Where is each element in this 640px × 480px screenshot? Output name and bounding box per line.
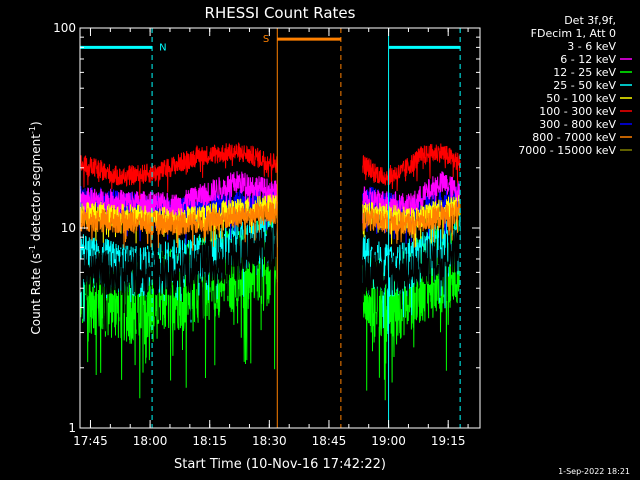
legend-entry-label: 3 - 6 keV: [567, 40, 616, 53]
series-800-7000-keV-segment-2: [362, 200, 461, 248]
series-12-25-keV-segment-1: [79, 216, 278, 399]
legend-entry-label: 25 - 50 keV: [553, 79, 616, 92]
x-tick-label: 18:30: [252, 434, 287, 448]
legend-entry-label: 6 - 12 keV: [560, 53, 616, 66]
legend-entry-label: 800 - 7000 keV: [532, 131, 616, 144]
series-3-6-keV-segment-2: [362, 226, 461, 327]
legend-entry-label: 7000 - 15000 keV: [518, 144, 616, 157]
y-axis-label-sup1: -1: [28, 245, 37, 253]
y-axis-label-end: ): [29, 121, 43, 126]
x-tick-label: 17:45: [73, 434, 108, 448]
legend-entry-label: 12 - 25 keV: [553, 66, 616, 79]
legend-header: FDecim 1, Att 0: [531, 27, 616, 40]
x-tick-label: 18:15: [192, 434, 227, 448]
y-tick-label: 10: [61, 221, 76, 235]
series-100-300-keV-segment-2: [362, 143, 461, 192]
y-tick-label: 1: [68, 421, 76, 435]
y-axis-label-mid: detector segment: [29, 134, 43, 245]
legend-entry-label: 50 - 100 keV: [546, 92, 616, 105]
attenuator-label-night: N: [159, 42, 166, 53]
y-axis-label-main: Count Rate (s: [29, 253, 43, 335]
y-tick-label: 100: [53, 21, 76, 35]
y-axis-label: Count Rate (s-1 detector segment-1): [28, 121, 43, 334]
x-tick-label: 18:00: [133, 434, 168, 448]
legend-header: Det 3f,9f,: [564, 14, 616, 27]
series-100-300-keV-segment-1: [79, 142, 278, 200]
axis-layer: 17:45 18:00 18:15 18:30 18:45 19:00 19:15 1 10 10…: [53, 21, 480, 448]
series-800-7000-keV-segment-1: [79, 200, 278, 251]
timestamp: 1-Sep-2022 18:21: [558, 467, 630, 476]
chart-title: RHESSI Count Rates: [205, 4, 356, 22]
attenuator-label-saa: S: [263, 34, 269, 45]
x-tick-label: 18:45: [312, 434, 347, 448]
legend-entry-label: 100 - 300 keV: [539, 105, 616, 118]
series-3-6-keV-segment-1: [79, 225, 278, 332]
series-6-12-keV-segment-1: [79, 171, 278, 233]
data-layer: [79, 142, 461, 401]
y-axis-label-sup2: -1: [28, 126, 37, 134]
x-tick-label: 19:00: [371, 434, 406, 448]
x-axis-label: Start Time (10-Nov-16 17:42:22): [174, 457, 386, 472]
x-tick-label: 19:15: [431, 434, 466, 448]
legend-entry-label: 300 - 800 keV: [539, 118, 616, 131]
